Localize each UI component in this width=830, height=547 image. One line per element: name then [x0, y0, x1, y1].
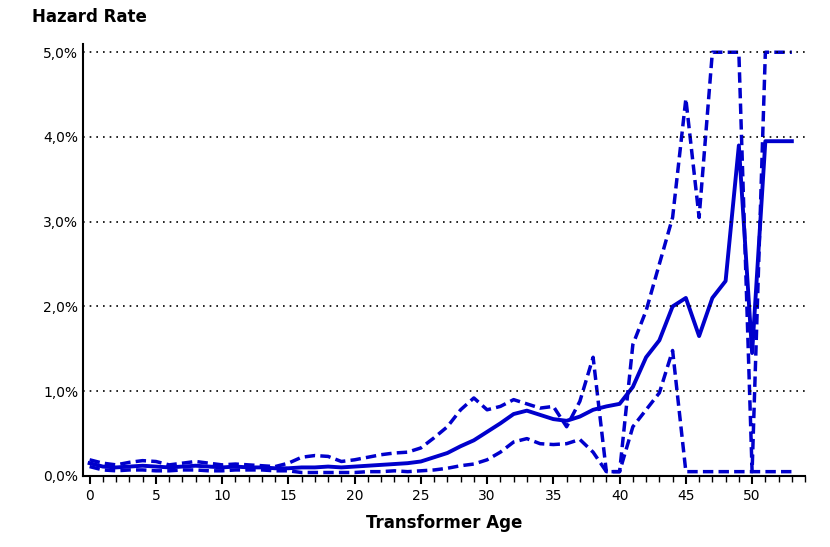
X-axis label: Transformer Age: Transformer Age	[366, 514, 522, 532]
Text: Hazard Rate: Hazard Rate	[32, 8, 148, 26]
